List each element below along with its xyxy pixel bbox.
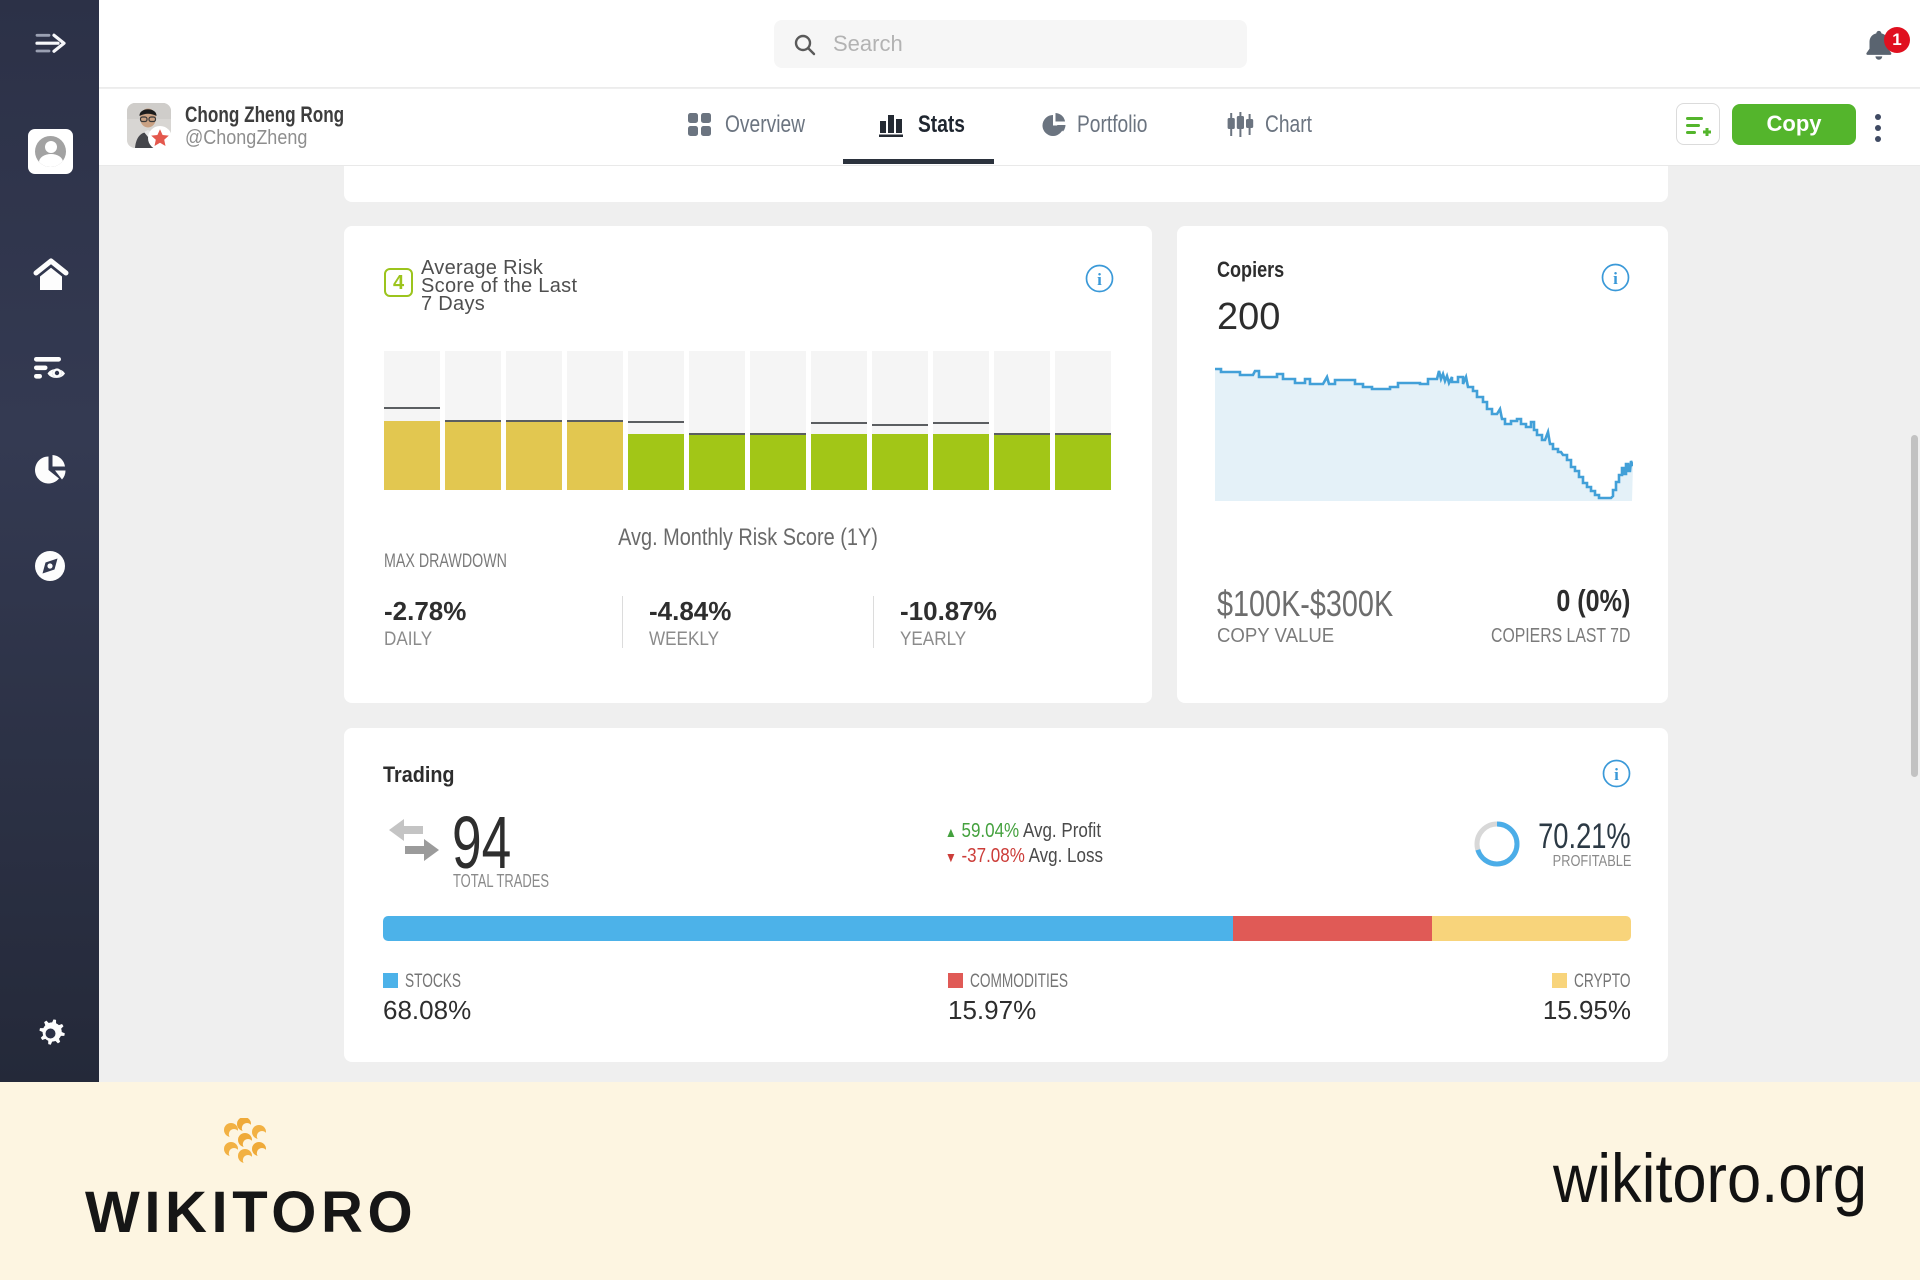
- svg-text:i: i: [1613, 269, 1618, 288]
- svg-text:i: i: [1614, 765, 1619, 784]
- svg-text:i: i: [1097, 270, 1102, 289]
